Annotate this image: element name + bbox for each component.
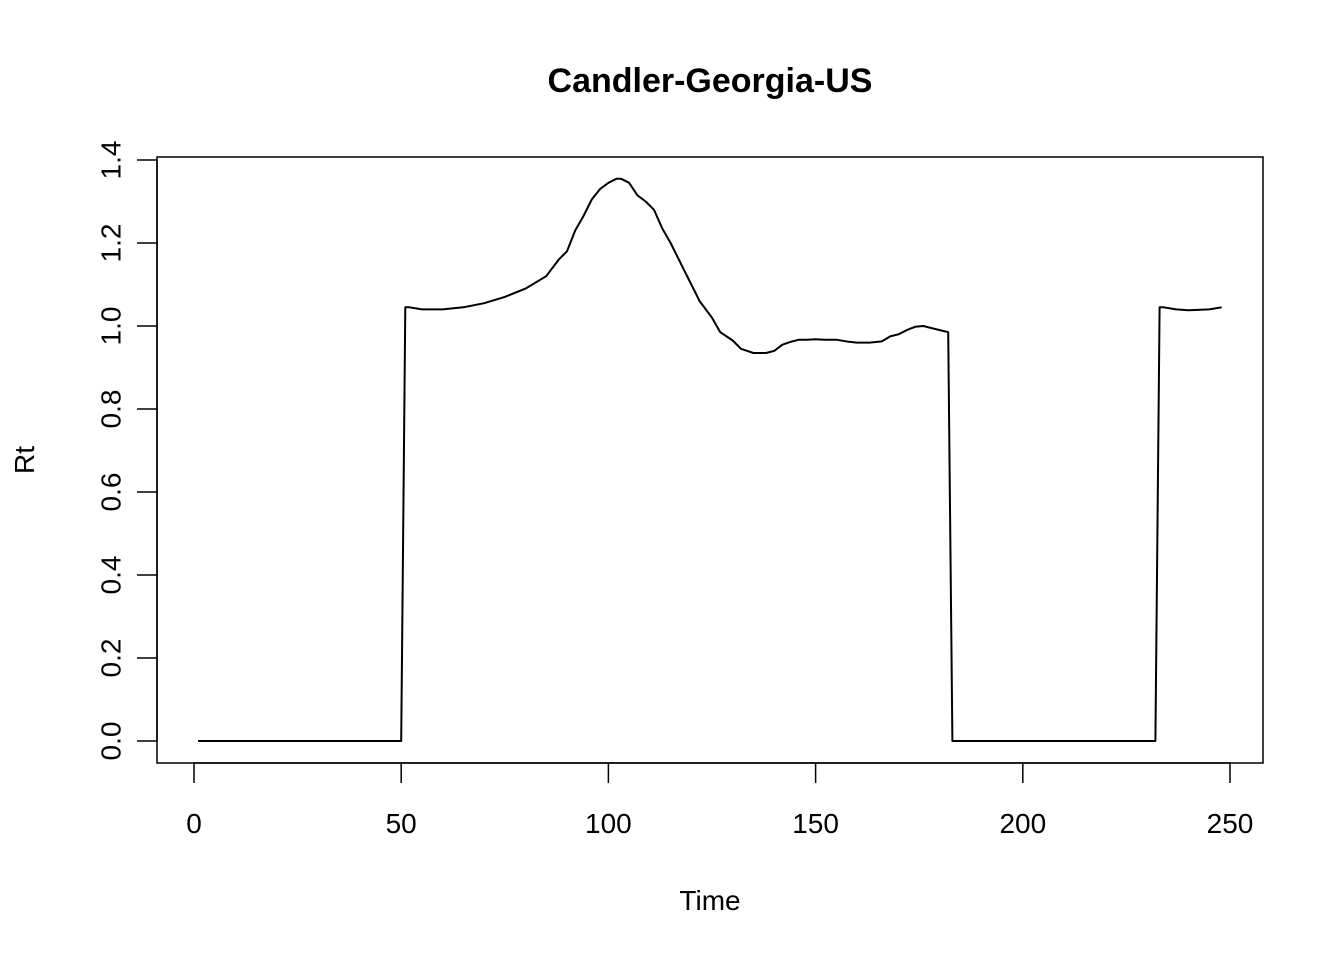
series-line-rt	[198, 177, 1222, 742]
y-tick-label: 0.0	[96, 722, 127, 761]
y-tick-label: 1.0	[96, 307, 127, 346]
x-axis: 0 50 100 150 200 250	[186, 762, 1254, 839]
plot-frame	[156, 156, 1264, 764]
x-tick-label: 100	[585, 808, 632, 839]
chart-title: Candler-Georgia-US	[548, 62, 873, 100]
y-tick-label: 1.2	[96, 224, 127, 263]
y-axis-label: Rt	[9, 446, 40, 474]
y-tick-label: 0.4	[96, 556, 127, 595]
x-tick-label: 50	[386, 808, 417, 839]
y-tick-label: 0.8	[96, 390, 127, 429]
x-tick-label: 200	[999, 808, 1046, 839]
y-tick-label: 0.2	[96, 639, 127, 678]
x-tick-label: 250	[1207, 808, 1254, 839]
y-tick-label: 0.6	[96, 473, 127, 512]
y-axis: 0.0 0.2 0.4 0.6 0.8 1.0 1.2 1.4	[96, 141, 158, 761]
x-tick-label: 0	[186, 808, 202, 839]
x-axis-label: Time	[679, 885, 740, 916]
x-tick-label: 150	[792, 808, 839, 839]
y-tick-label: 1.4	[96, 141, 127, 180]
